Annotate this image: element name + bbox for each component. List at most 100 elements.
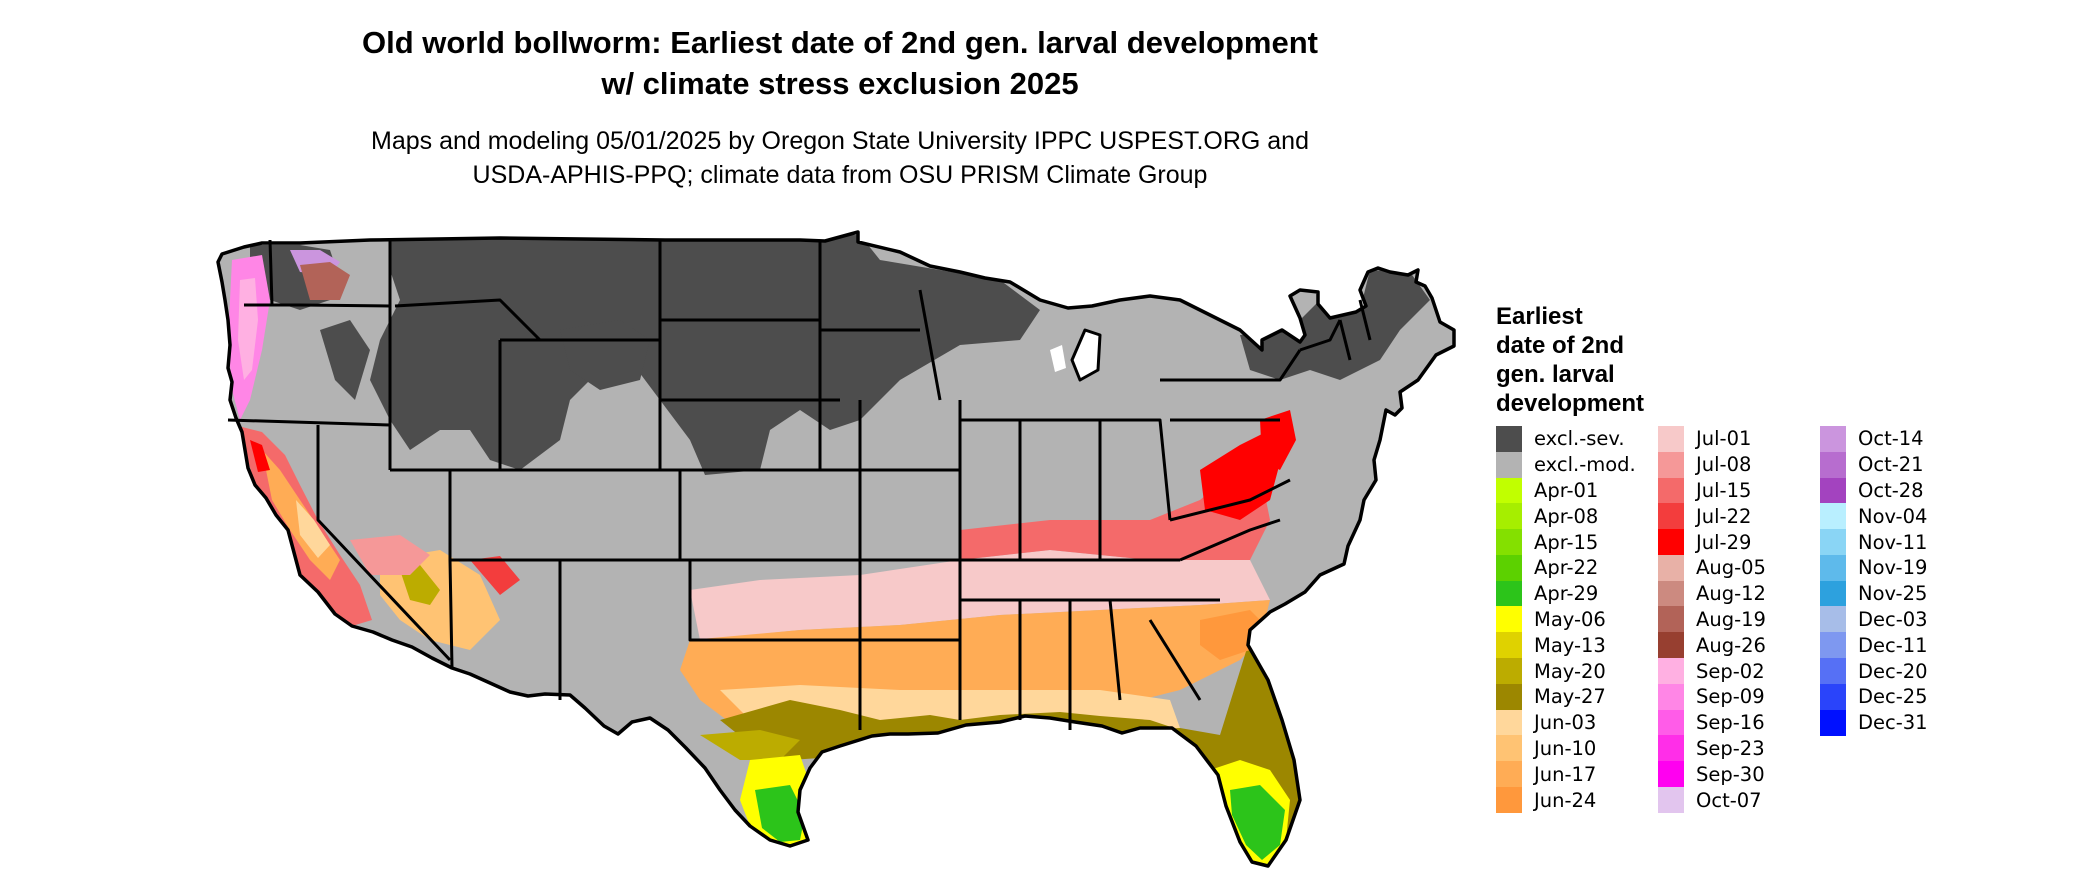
legend-item: Jun-24 <box>1496 787 1636 814</box>
legend-item: Oct-07 <box>1658 787 1766 814</box>
legend-item: Sep-16 <box>1658 709 1766 736</box>
legend-label: excl.-sev. <box>1534 427 1625 451</box>
legend-swatch <box>1658 425 1684 452</box>
legend-label: Jul-15 <box>1696 478 1752 502</box>
map-title-line-2: w/ climate stress exclusion 2025 <box>601 66 1079 101</box>
legend-swatch <box>1658 787 1684 814</box>
legend-item: Jul-29 <box>1658 529 1766 556</box>
legend-label: Jul-22 <box>1696 504 1752 528</box>
legend-label: Dec-25 <box>1858 685 1928 709</box>
legend-swatch <box>1820 451 1846 478</box>
legend-label: May-20 <box>1534 659 1606 683</box>
legend-swatch <box>1820 425 1846 452</box>
legend-swatch <box>1658 451 1684 478</box>
legend-label: Nov-25 <box>1858 582 1928 606</box>
legend-label: Nov-11 <box>1858 530 1928 554</box>
legend-item: Oct-14 <box>1820 425 1928 452</box>
legend-swatch <box>1496 554 1522 581</box>
legend-item: Oct-28 <box>1820 477 1928 504</box>
legend-swatch <box>1658 529 1684 556</box>
legend-swatch <box>1496 451 1522 478</box>
legend-label: Sep-30 <box>1696 762 1765 786</box>
legend-item: May-13 <box>1496 632 1636 659</box>
legend-swatch <box>1820 632 1846 659</box>
legend-swatch <box>1496 503 1522 530</box>
legend-item: Jul-22 <box>1658 503 1766 530</box>
legend-item: Dec-11 <box>1820 632 1928 659</box>
legend-label: May-06 <box>1534 607 1606 631</box>
legend-label: Jun-17 <box>1534 762 1597 786</box>
legend-item: May-27 <box>1496 683 1636 710</box>
legend-item: Apr-15 <box>1496 529 1636 556</box>
legend-swatch <box>1820 503 1846 530</box>
legend-swatch <box>1658 554 1684 581</box>
legend-item: Sep-09 <box>1658 683 1766 710</box>
legend-label: Dec-20 <box>1858 659 1928 683</box>
legend-label: May-27 <box>1534 685 1606 709</box>
legend-item: excl.-sev. <box>1496 425 1636 452</box>
legend-swatch <box>1496 580 1522 607</box>
legend-label: Nov-19 <box>1858 556 1928 580</box>
legend-swatch <box>1658 606 1684 633</box>
legend-label: excl.-mod. <box>1534 453 1636 477</box>
legend-label: Sep-09 <box>1696 685 1765 709</box>
legend-swatch <box>1496 632 1522 659</box>
legend-item: Sep-23 <box>1658 735 1766 762</box>
legend-label: Aug-26 <box>1696 633 1766 657</box>
legend-item: Dec-31 <box>1820 709 1928 736</box>
legend-swatch <box>1820 683 1846 710</box>
legend-column-1: excl.-sev. excl.-mod. Apr-01 Apr-08 Apr-15 Ap… <box>1496 425 1636 814</box>
legend-swatch <box>1820 709 1846 736</box>
legend-label: Oct-14 <box>1858 427 1924 451</box>
map-subtitle-line-1: Maps and modeling 05/01/2025 by Oregon S… <box>371 127 1309 155</box>
legend-swatch <box>1496 683 1522 710</box>
legend-swatch <box>1496 787 1522 814</box>
legend-label: Jul-29 <box>1696 530 1752 554</box>
legend-label: Jul-01 <box>1696 427 1752 451</box>
legend-item: Jul-15 <box>1658 477 1766 504</box>
legend-swatch <box>1496 658 1522 685</box>
legend-label: Jun-24 <box>1534 788 1597 812</box>
legend-label: Aug-19 <box>1696 607 1766 631</box>
legend-column-3: Oct-14 Oct-21 Oct-28 Nov-04 Nov-11 Nov-19 Nov-… <box>1820 425 1928 736</box>
legend-item: Jul-01 <box>1658 425 1766 452</box>
legend-swatch <box>1496 425 1522 452</box>
legend-item: Jun-03 <box>1496 709 1636 736</box>
legend-swatch <box>1658 632 1684 659</box>
legend-title-line: date of 2nd <box>1496 332 1625 359</box>
legend-label: Dec-03 <box>1858 607 1928 631</box>
legend-label: Sep-02 <box>1696 659 1765 683</box>
legend-title: Earliest date of 2nd gen. larval develop… <box>1496 302 1644 418</box>
map-title: Old world bollworm: Earliest date of 2nd… <box>0 22 1680 104</box>
legend-swatch <box>1496 529 1522 556</box>
legend-item: Dec-25 <box>1820 683 1928 710</box>
legend-swatch <box>1658 477 1684 504</box>
legend-item: Oct-21 <box>1820 451 1928 478</box>
legend-item: Nov-25 <box>1820 580 1928 607</box>
legend-label: Aug-12 <box>1696 582 1766 606</box>
legend-item: Aug-05 <box>1658 554 1766 581</box>
legend-swatch <box>1496 606 1522 633</box>
legend-item: Jun-17 <box>1496 761 1636 788</box>
legend-label: Oct-21 <box>1858 453 1924 477</box>
legend-label: Oct-28 <box>1858 478 1924 502</box>
legend-label: Apr-08 <box>1534 504 1599 528</box>
legend-item: Sep-30 <box>1658 761 1766 788</box>
legend-item: Apr-08 <box>1496 503 1636 530</box>
us-map <box>216 230 1456 868</box>
legend-label: Jul-08 <box>1696 453 1752 477</box>
legend-label: Dec-31 <box>1858 711 1928 735</box>
legend-item: Jun-10 <box>1496 735 1636 762</box>
legend-label: May-13 <box>1534 633 1606 657</box>
legend-swatch <box>1496 709 1522 736</box>
legend-title-line: development <box>1496 390 1645 417</box>
legend-item: Dec-03 <box>1820 606 1928 633</box>
map-title-line-1: Old world bollworm: Earliest date of 2nd… <box>361 25 1318 60</box>
legend-swatch <box>1496 735 1522 762</box>
legend-item: Apr-22 <box>1496 554 1636 581</box>
legend-swatch <box>1658 709 1684 736</box>
legend-item: Apr-29 <box>1496 580 1636 607</box>
legend-label: Dec-11 <box>1858 633 1928 657</box>
legend-swatch <box>1820 580 1846 607</box>
legend-swatch <box>1820 606 1846 633</box>
